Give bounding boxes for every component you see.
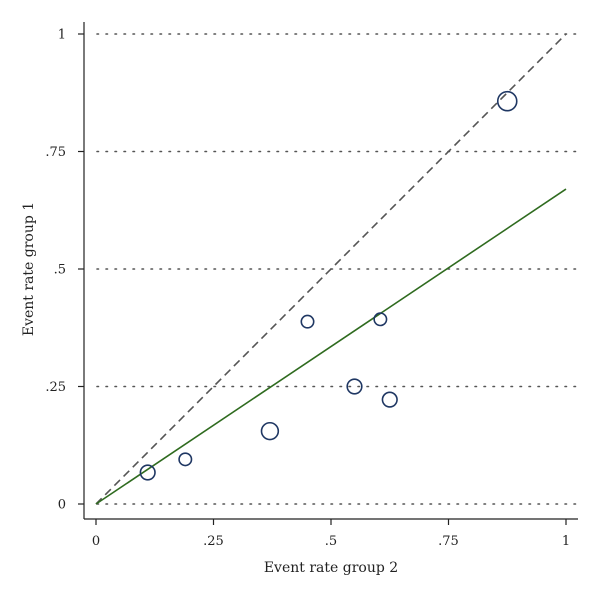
ticks: 0 .25 .5 .75 1 0 .25 .5 .75 1	[45, 28, 570, 550]
data-point	[178, 452, 193, 467]
x-tick-label: .75	[438, 534, 459, 549]
data-point	[300, 314, 315, 329]
data-point	[139, 464, 156, 481]
reference-line	[95, 33, 567, 505]
y-tick-label: 1	[58, 28, 66, 43]
fit-line	[95, 188, 567, 505]
data-point	[381, 391, 398, 408]
x-tick-label: .5	[325, 534, 337, 549]
data-point	[260, 421, 280, 441]
y-tick-label: .25	[45, 380, 66, 395]
y-tick-label: 0	[58, 498, 66, 513]
data-point	[373, 312, 388, 327]
x-tick-label: .25	[203, 534, 224, 549]
x-tick-label: 1	[562, 534, 570, 549]
y-tick-label: .5	[54, 263, 66, 278]
gridlines	[96, 33, 577, 505]
y-axis-title: Event rate group 1	[21, 202, 37, 336]
x-axis-title: Event rate group 2	[264, 560, 398, 576]
data-point	[496, 90, 518, 112]
x-tick-label: 0	[92, 534, 100, 549]
y-tick-label: .75	[45, 145, 66, 160]
data-point	[346, 378, 363, 395]
data-points	[139, 90, 518, 481]
trend-lines	[95, 33, 567, 505]
